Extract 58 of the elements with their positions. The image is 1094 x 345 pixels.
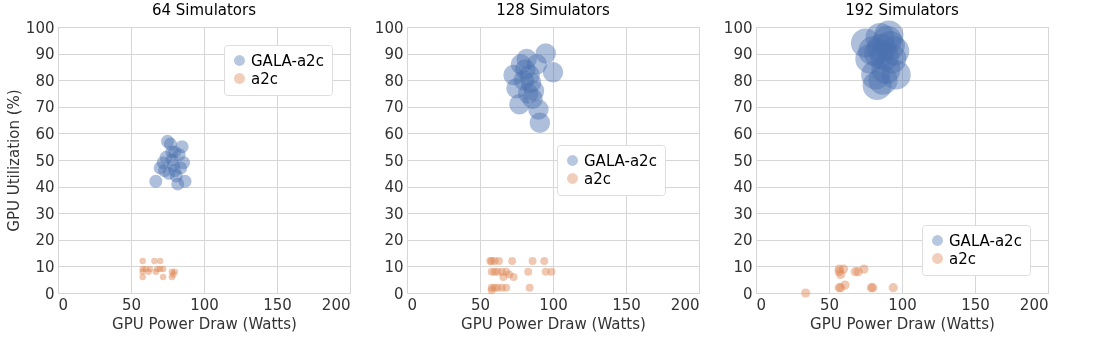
chart-title: 128 Simulators (496, 1, 610, 19)
x-tick-label: 100 (539, 295, 568, 314)
y-tick-label: 80 (35, 71, 55, 90)
x-tick-label: 150 (612, 295, 641, 314)
y-tick-label: 100 (25, 18, 55, 37)
x-tick-label: 100 (888, 295, 917, 314)
y-tick-label: 50 (35, 151, 55, 170)
y-tick-label: 60 (384, 124, 404, 143)
y-tick-label: 40 (733, 178, 753, 197)
y-tick-label: 30 (384, 204, 404, 223)
y-tick-label: 70 (384, 98, 404, 117)
x-tick-label: 200 (321, 295, 351, 314)
y-tick-label: 70 (35, 98, 55, 117)
y-tick-label: 30 (35, 204, 55, 223)
y-tick-label: 60 (35, 124, 55, 143)
x-axis-title: GPU Power Draw (Watts) (112, 314, 297, 333)
y-tick-label: 80 (733, 71, 753, 90)
y-axis-title: GPU Utilization (%) (4, 89, 23, 232)
y-tick-label: 20 (35, 231, 55, 250)
y-tick-label: 90 (35, 45, 55, 64)
legend-label: GALA-a2c (251, 51, 324, 70)
legend-label: GALA-a2c (949, 231, 1022, 250)
x-axis-title: GPU Power Draw (Watts) (810, 314, 995, 333)
y-tick-label: 20 (384, 231, 404, 250)
x-axis-title: GPU Power Draw (Watts) (461, 314, 646, 333)
y-tick-label: 10 (35, 257, 55, 276)
y-tick-label: 100 (723, 18, 753, 37)
x-tick-label: 150 (961, 295, 990, 314)
legend-label: a2c (584, 169, 611, 188)
y-tick-label: 90 (384, 45, 404, 64)
x-tick-label: 50 (121, 295, 142, 314)
x-tick-label: 200 (1019, 295, 1049, 314)
x-tick-label: 0 (756, 295, 767, 314)
y-tick-label: 50 (384, 151, 404, 170)
x-tick-label: 0 (58, 295, 69, 314)
y-tick-label: 20 (733, 231, 753, 250)
y-tick-label: 70 (733, 98, 753, 117)
x-tick-label: 200 (670, 295, 700, 314)
legend-label: a2c (251, 69, 278, 88)
y-tick-label: 50 (733, 151, 753, 170)
x-tick-label: 150 (263, 295, 292, 314)
x-tick-label: 50 (819, 295, 840, 314)
legend-label: a2c (949, 249, 976, 268)
x-tick-label: 100 (190, 295, 219, 314)
x-tick-label: 0 (407, 295, 418, 314)
x-tick-label: 50 (470, 295, 491, 314)
y-tick-label: 40 (384, 178, 404, 197)
y-tick-label: 40 (35, 178, 55, 197)
y-tick-label: 30 (733, 204, 753, 223)
chart-title: 64 Simulators (151, 1, 257, 19)
y-tick-label: 10 (384, 257, 404, 276)
legend-label: GALA-a2c (584, 151, 657, 170)
y-tick-label: 80 (384, 71, 404, 90)
chart-title: 192 Simulators (845, 1, 959, 19)
y-tick-label: 60 (733, 124, 753, 143)
y-tick-label: 100 (374, 18, 404, 37)
y-tick-label: 90 (733, 45, 753, 64)
y-tick-label: 10 (733, 257, 753, 276)
